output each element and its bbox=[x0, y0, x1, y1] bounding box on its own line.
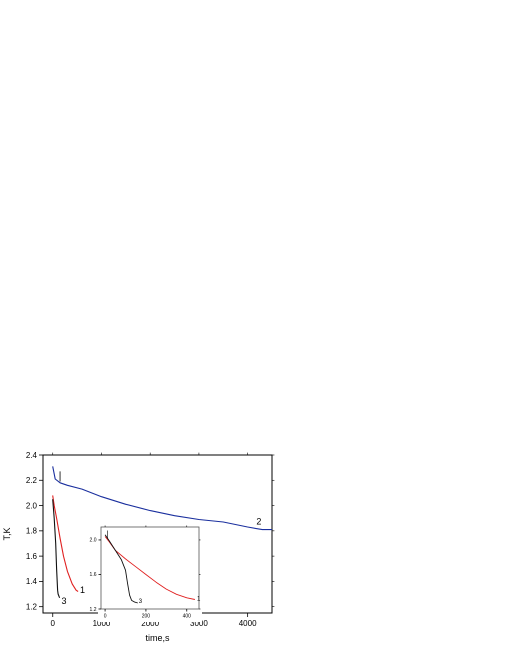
inset-curve-label-3: 3 bbox=[139, 599, 143, 605]
curve-label-3: 3 bbox=[62, 596, 67, 606]
inset-curve-label-1: 1 bbox=[197, 596, 201, 602]
inset-chart: 0 200 400 1.2 1.6 2.0 1 3 bbox=[90, 524, 202, 622]
y-tick-label: 2.2 bbox=[26, 476, 38, 485]
x-tick-label: 1000 bbox=[93, 619, 111, 628]
y-tick-label: 2.0 bbox=[26, 501, 38, 510]
inset-x-tick-label: 200 bbox=[142, 614, 151, 620]
x-tick-label: 0 bbox=[51, 619, 56, 628]
curve-label-2: 2 bbox=[256, 517, 261, 527]
inset-x-tick-label: 400 bbox=[183, 614, 192, 620]
y-axis-label: T,K bbox=[2, 527, 12, 540]
inset-x-tick-label: 0 bbox=[104, 614, 107, 620]
inset-y-tick-label: 2.0 bbox=[90, 538, 97, 544]
y-tick-label: 1.6 bbox=[26, 552, 38, 561]
x-tick-label: 3000 bbox=[190, 619, 208, 628]
inset-plot-frame bbox=[100, 526, 200, 610]
inset-y-tick-label: 1.2 bbox=[90, 607, 97, 613]
inset-series-3-line bbox=[104, 534, 138, 604]
x-tick-label: 2000 bbox=[141, 619, 159, 628]
y-tick-label: 1.4 bbox=[26, 577, 38, 586]
series-3-line bbox=[52, 499, 61, 599]
series-2-line bbox=[52, 466, 272, 531]
inset-background bbox=[98, 524, 202, 622]
y-tick-label: 1.8 bbox=[26, 527, 38, 536]
x-axis-label: time,s bbox=[145, 633, 170, 643]
inset-y-tick-label: 1.6 bbox=[90, 572, 97, 578]
x-tick-label: 4000 bbox=[239, 619, 257, 628]
y-tick-label: 1.2 bbox=[26, 602, 38, 611]
series-1-line bbox=[52, 495, 79, 592]
y-tick-label: 2.4 bbox=[26, 451, 38, 460]
curve-label-1: 1 bbox=[80, 585, 85, 595]
